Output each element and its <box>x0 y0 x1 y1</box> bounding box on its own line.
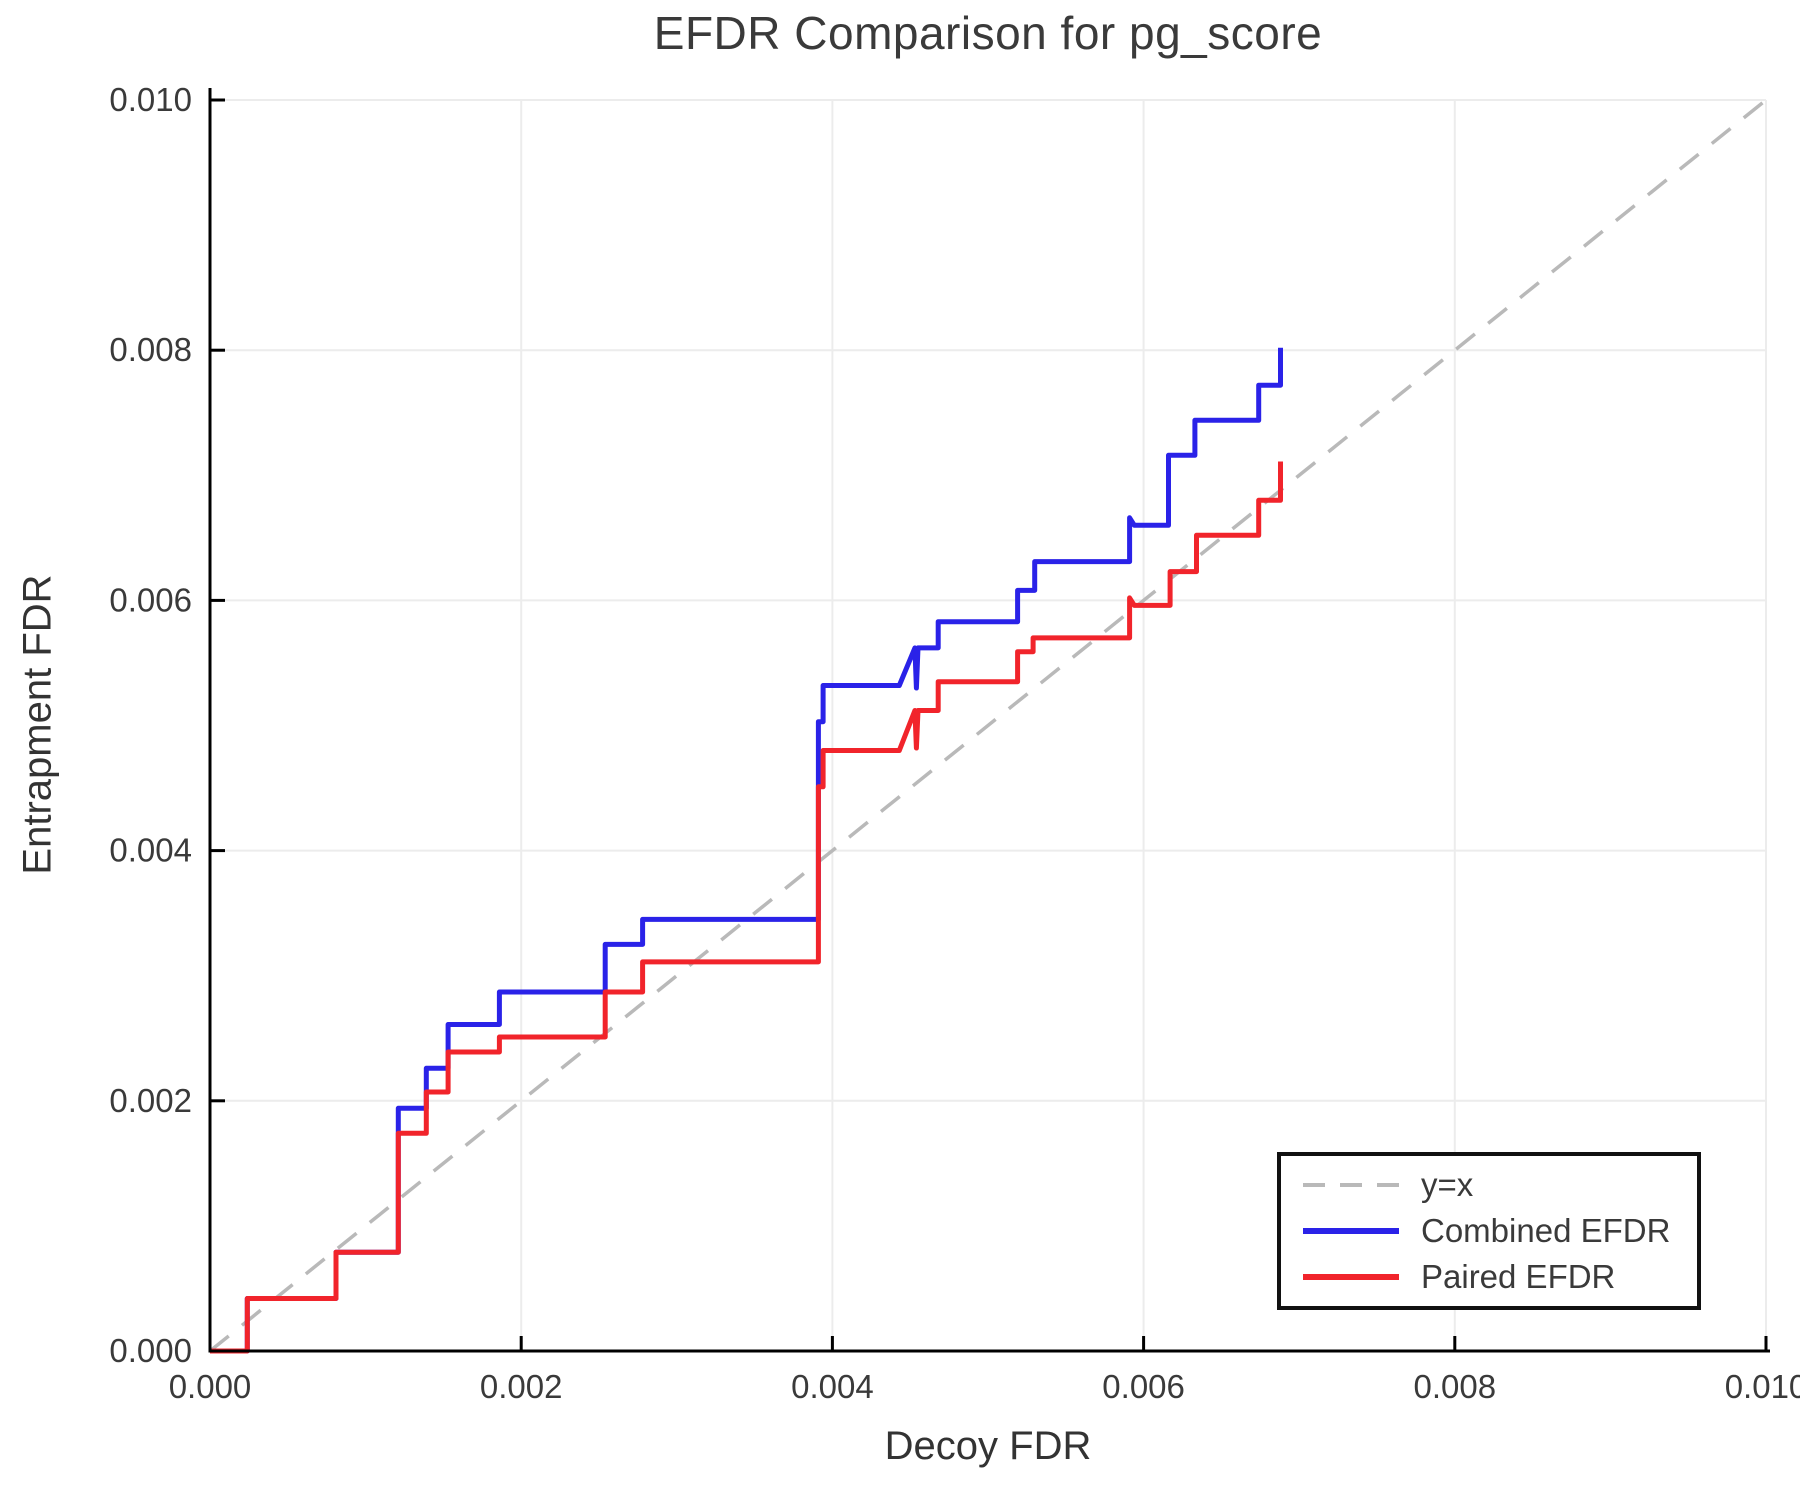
y-tick-label: 0.010 <box>109 81 192 118</box>
legend-label-paired-efdr: Paired EFDR <box>1421 1258 1616 1295</box>
legend-label-identity: y=x <box>1421 1166 1474 1203</box>
x-tick-label: 0.000 <box>169 1368 252 1405</box>
x-axis-label: Decoy FDR <box>884 1424 1092 1468</box>
x-tick-label: 0.010 <box>1725 1368 1800 1405</box>
chart-title: EFDR Comparison for pg_score <box>653 7 1323 59</box>
legend-item-combined-efdr: Combined EFDR <box>1303 1211 1697 1251</box>
y-tick-label: 0.006 <box>109 581 192 618</box>
y-tick-label: 0.008 <box>109 331 192 368</box>
legend: y=x Combined EFDR Paired EFDR <box>1277 1152 1701 1310</box>
legend-item-paired-efdr: Paired EFDR <box>1303 1257 1697 1297</box>
legend-sample-combined-efdr-line <box>1303 1228 1399 1234</box>
x-tick-label: 0.006 <box>1102 1368 1185 1405</box>
y-tick-label: 0.002 <box>109 1082 192 1119</box>
legend-sample-identity-line <box>1303 1183 1399 1187</box>
x-tick-label: 0.002 <box>480 1368 563 1405</box>
series-paired-efdr <box>210 461 1283 1354</box>
x-tick-label: 0.004 <box>791 1368 874 1405</box>
y-tick-label: 0.004 <box>109 832 192 869</box>
legend-label-combined-efdr: Combined EFDR <box>1421 1212 1671 1249</box>
y-axis-label: Entrapment FDR <box>15 574 60 875</box>
y-tick-label: 0.000 <box>109 1332 192 1369</box>
series-combined-efdr <box>210 347 1283 1354</box>
series-y-x <box>208 98 1768 1353</box>
x-tick-label: 0.008 <box>1414 1368 1497 1405</box>
legend-sample-paired-efdr-line <box>1303 1274 1399 1280</box>
legend-item-identity: y=x <box>1303 1165 1697 1205</box>
